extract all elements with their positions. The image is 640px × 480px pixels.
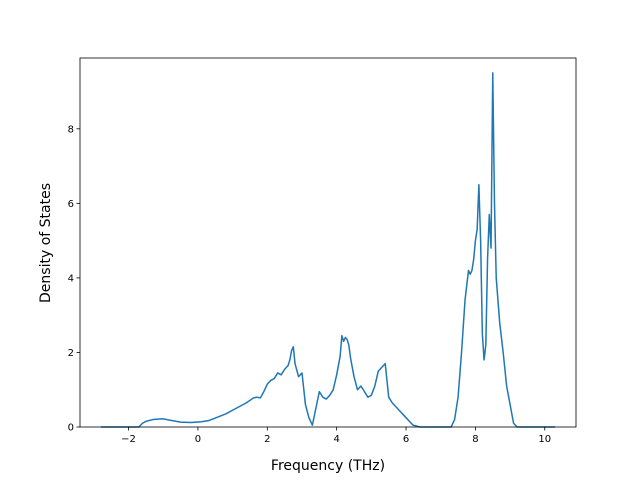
dos-series-line-0: [100, 72, 556, 428]
x-tick-label: −2: [121, 434, 136, 445]
axes-frame: [79, 57, 577, 428]
y-axis-ticks: 0 2 4 6 8: [68, 124, 80, 434]
y-tick-label: 8: [68, 124, 74, 135]
plot-area: [79, 57, 577, 428]
x-tick-label: 10: [538, 434, 551, 445]
x-tick-label: 4: [333, 434, 339, 445]
y-tick-label: 4: [68, 273, 74, 284]
x-tick-label: 6: [403, 434, 409, 445]
y-tick-label: 6: [68, 199, 74, 210]
x-tick-label: 8: [472, 434, 478, 445]
x-tick-label: 0: [195, 434, 201, 445]
x-tick-label: 2: [264, 434, 270, 445]
x-axis-ticks: −2 0 2 4 6 8 10: [121, 427, 551, 445]
y-tick-label: 0: [68, 423, 74, 434]
y-axis-label: Density of States: [38, 183, 54, 303]
x-axis-label: Frequency (THz): [271, 458, 385, 474]
y-tick-label: 2: [68, 348, 74, 359]
